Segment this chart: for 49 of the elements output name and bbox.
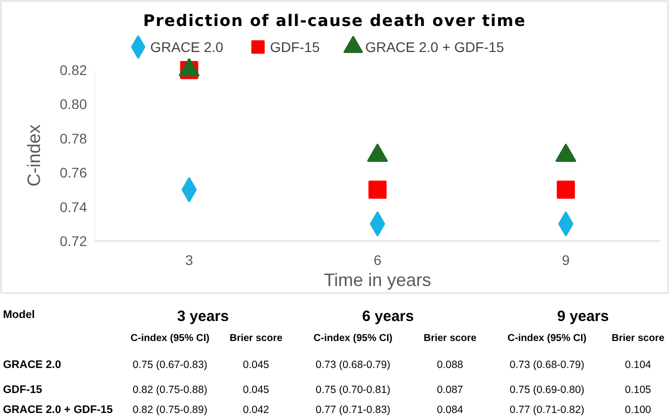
text: 0.73 (0.68-0.79) bbox=[510, 359, 584, 371]
text: 0.75 (0.70-0.81) bbox=[316, 384, 390, 396]
text: 0.82 (0.75-0.88) bbox=[132, 384, 208, 396]
text: C-index (95% CI) bbox=[314, 333, 392, 344]
y-axis-title: C-index bbox=[24, 124, 44, 187]
text: GRACE 2.0 bbox=[3, 359, 62, 371]
text: 0.104 bbox=[624, 359, 652, 371]
text: 9 years bbox=[557, 308, 609, 325]
text: 0.73 (0.68-0.79) bbox=[316, 359, 390, 371]
text: 0.084 bbox=[436, 404, 464, 416]
x-axis-title: Time in years bbox=[324, 270, 432, 290]
text: 0.045 bbox=[242, 359, 270, 371]
x-tick-label: 9 bbox=[562, 252, 570, 268]
text: 0.75 (0.69-0.80) bbox=[510, 384, 584, 396]
x-tick-label: 6 bbox=[374, 252, 382, 268]
text: C-index (95% CI) bbox=[508, 333, 586, 344]
point bbox=[368, 180, 387, 199]
text: 0.100 bbox=[624, 404, 652, 416]
point bbox=[178, 58, 200, 76]
text: 0.77 (0.71-0.83) bbox=[316, 404, 390, 416]
text: GDF-15 bbox=[3, 384, 42, 396]
point bbox=[556, 180, 575, 199]
x-tick-label: 3 bbox=[185, 252, 194, 268]
legend-label: GDF-15 bbox=[270, 39, 320, 55]
text: C-index (95% CI) bbox=[130, 333, 210, 344]
text: 0.105 bbox=[624, 384, 652, 396]
text: 3 years bbox=[177, 308, 229, 325]
legend-label: GRACE 2.0 bbox=[150, 39, 224, 55]
y-tick-label: 0.74 bbox=[60, 198, 88, 215]
y-tick-label: 0.72 bbox=[60, 233, 88, 249]
text: 0.77 (0.71-0.82) bbox=[510, 404, 584, 416]
text: Brier score bbox=[230, 333, 283, 344]
y-tick-label: 0.80 bbox=[60, 96, 88, 112]
text: 0.045 bbox=[242, 384, 270, 396]
text: 6 years bbox=[362, 308, 414, 325]
text: 0.75 (0.67-0.83) bbox=[132, 359, 208, 371]
text: Model bbox=[3, 309, 35, 321]
y-tick-label: 0.76 bbox=[60, 164, 88, 181]
y-tick-label: 0.78 bbox=[60, 130, 88, 146]
y-tick-label: 0.82 bbox=[60, 62, 88, 78]
text: 0.087 bbox=[436, 384, 464, 396]
text: 0.042 bbox=[242, 404, 270, 416]
text: Brier score bbox=[612, 333, 665, 344]
text: Brier score bbox=[424, 333, 477, 344]
text: GRACE 2.0 + GDF-15 bbox=[3, 404, 113, 416]
text: 0.088 bbox=[436, 359, 464, 371]
chart-title: Prediction of all-cause death over time bbox=[143, 11, 526, 30]
text: 0.82 (0.75-0.89) bbox=[132, 404, 208, 416]
legend-label: GRACE 2.0 + GDF-15 bbox=[365, 39, 504, 55]
